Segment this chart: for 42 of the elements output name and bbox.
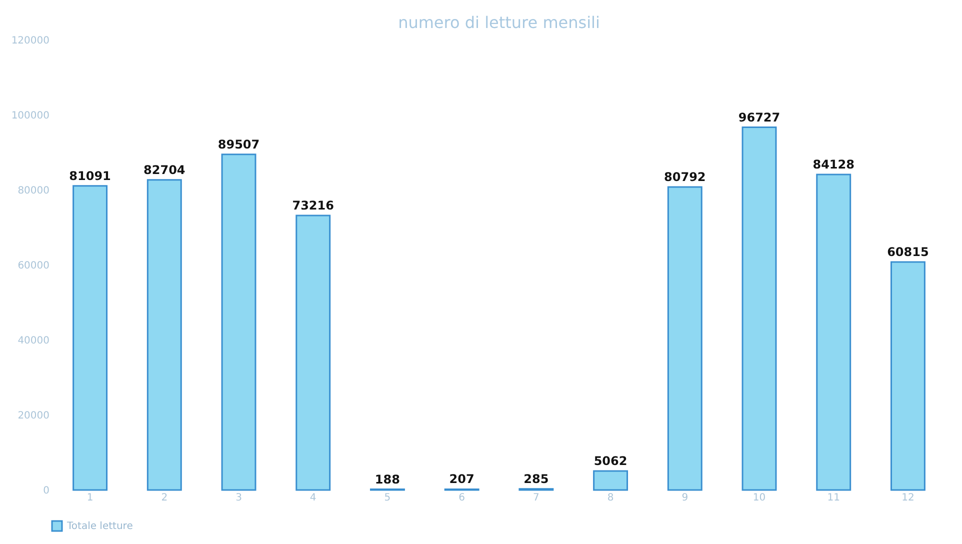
bar: [890, 261, 926, 491]
y-tick-label: 100000: [11, 110, 50, 122]
y-tick-label: 20000: [18, 410, 50, 422]
x-tick-label: 8: [607, 492, 614, 504]
bar: [72, 185, 108, 491]
y-tick-label: 0: [43, 486, 50, 496]
x-tick-label: 7: [532, 492, 540, 504]
data-label: 82704: [144, 162, 186, 177]
bar: [742, 126, 777, 491]
data-label: 80792: [664, 170, 706, 184]
data-label: 84128: [812, 158, 854, 172]
y-tick-label: 120000: [11, 36, 50, 46]
data-label: 81091: [69, 168, 111, 183]
data-label: 60815: [887, 244, 929, 259]
data-label: 207: [449, 472, 474, 486]
x-tick-label: 12: [902, 492, 914, 504]
y-tick-label: 60000: [18, 260, 50, 272]
x-tick-label: 10: [752, 492, 766, 504]
chart-title: numero di letture mensili: [398, 13, 600, 32]
x-tick-label: 2: [161, 492, 168, 504]
x-tick-label: 11: [827, 492, 840, 504]
legend-label: Totale letture: [66, 521, 133, 532]
data-label: 89507: [218, 137, 260, 152]
y-tick-label: 80000: [18, 186, 50, 196]
data-label: 73216: [292, 198, 334, 212]
x-tick-label: 9: [682, 492, 688, 504]
data-label: 188: [374, 472, 400, 486]
bar: [221, 154, 256, 491]
x-tick-label: 5: [384, 492, 391, 504]
x-tick-label: 6: [458, 492, 466, 504]
bar: [146, 179, 182, 491]
x-tick-label: 3: [236, 492, 242, 504]
x-tick-label: 1: [86, 492, 94, 504]
x-tick-label: 4: [310, 492, 316, 504]
data-label: 5062: [594, 454, 628, 468]
bar: [593, 470, 628, 491]
bar: [667, 186, 702, 491]
bar: [296, 214, 331, 491]
y-tick-label: 40000: [18, 336, 50, 346]
data-label: 96727: [738, 110, 780, 124]
bar: [816, 174, 852, 491]
data-label: 285: [524, 472, 549, 486]
